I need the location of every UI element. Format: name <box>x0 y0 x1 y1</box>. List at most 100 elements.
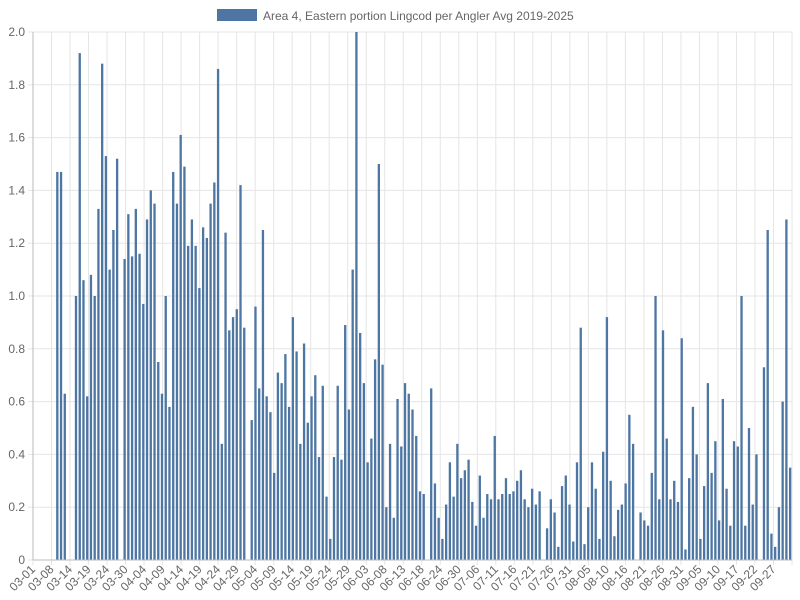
bar[interactable] <box>362 383 366 560</box>
bar[interactable] <box>302 343 306 560</box>
bar[interactable] <box>553 512 556 560</box>
bar[interactable] <box>104 156 108 560</box>
bar[interactable] <box>101 63 104 561</box>
bar[interactable] <box>616 509 620 560</box>
bar[interactable] <box>344 325 347 560</box>
bar[interactable] <box>530 488 534 560</box>
bar[interactable] <box>751 504 754 560</box>
bar[interactable] <box>265 396 268 560</box>
bar[interactable] <box>448 462 452 560</box>
bar[interactable] <box>317 457 321 560</box>
bar[interactable] <box>456 443 459 560</box>
bar[interactable] <box>493 435 496 560</box>
bar[interactable] <box>471 501 474 560</box>
bar[interactable] <box>482 517 485 560</box>
bar[interactable] <box>370 438 373 560</box>
bar[interactable] <box>467 459 470 560</box>
bar[interactable] <box>433 483 437 560</box>
bar[interactable] <box>250 420 253 560</box>
bar[interactable] <box>598 538 601 560</box>
bar[interactable] <box>527 507 530 560</box>
bar[interactable] <box>680 338 683 560</box>
bar[interactable] <box>157 362 160 560</box>
bar[interactable] <box>381 364 384 560</box>
bar[interactable] <box>187 245 190 560</box>
bar[interactable] <box>377 164 381 560</box>
bar[interactable] <box>273 472 276 560</box>
bar[interactable] <box>179 134 182 560</box>
bar[interactable] <box>572 541 575 560</box>
bar[interactable] <box>306 422 309 560</box>
bar[interactable] <box>684 549 687 560</box>
bar[interactable] <box>209 203 212 560</box>
bar[interactable] <box>497 499 500 560</box>
bar[interactable] <box>284 354 287 560</box>
bar[interactable] <box>631 443 635 560</box>
bar[interactable] <box>501 494 504 560</box>
bar[interactable] <box>587 507 590 560</box>
bar[interactable] <box>744 525 747 560</box>
bar[interactable] <box>258 388 261 560</box>
bar[interactable] <box>613 536 616 560</box>
bar[interactable] <box>463 470 467 560</box>
bar[interactable] <box>575 462 579 560</box>
bar[interactable] <box>643 520 646 560</box>
bar[interactable] <box>702 486 706 560</box>
bar[interactable] <box>108 269 111 560</box>
bar[interactable] <box>385 507 388 560</box>
bar[interactable] <box>115 158 119 560</box>
bar[interactable] <box>673 480 676 560</box>
bar[interactable] <box>287 406 291 560</box>
bar[interactable] <box>373 359 377 560</box>
bar[interactable] <box>762 367 766 560</box>
bar[interactable] <box>564 475 567 560</box>
bar[interactable] <box>153 203 156 560</box>
bar[interactable] <box>557 546 560 560</box>
bar[interactable] <box>669 499 672 560</box>
bar[interactable] <box>568 504 571 560</box>
bar[interactable] <box>590 462 594 560</box>
bar[interactable] <box>403 383 407 560</box>
bar[interactable] <box>628 414 631 560</box>
bar[interactable] <box>213 182 216 561</box>
bar[interactable] <box>721 398 724 560</box>
bar[interactable] <box>280 383 283 560</box>
bar[interactable] <box>198 288 201 560</box>
bar[interactable] <box>639 512 642 560</box>
bar[interactable] <box>407 393 410 560</box>
bar[interactable] <box>688 478 691 560</box>
bar[interactable] <box>489 499 493 560</box>
bar[interactable] <box>441 538 444 560</box>
bar[interactable] <box>676 501 680 560</box>
bar[interactable] <box>774 546 777 560</box>
bar[interactable] <box>560 486 564 560</box>
bar[interactable] <box>366 462 369 560</box>
bar[interactable] <box>736 446 739 560</box>
bar[interactable] <box>605 317 609 560</box>
bar[interactable] <box>486 494 489 560</box>
bar[interactable] <box>93 296 96 560</box>
bar[interactable] <box>474 525 478 560</box>
bar[interactable] <box>149 190 152 560</box>
bar[interactable] <box>478 475 481 560</box>
bar[interactable] <box>714 441 717 560</box>
bar[interactable] <box>661 330 665 560</box>
bar[interactable] <box>396 398 399 560</box>
bar[interactable] <box>291 317 295 560</box>
bar[interactable] <box>392 517 395 560</box>
bar[interactable] <box>172 171 175 561</box>
bar[interactable] <box>519 470 523 560</box>
bar[interactable] <box>781 401 784 560</box>
bar[interactable] <box>235 309 238 560</box>
bar[interactable] <box>239 185 242 560</box>
bar[interactable] <box>325 496 328 560</box>
bar[interactable] <box>583 544 586 560</box>
bar[interactable] <box>732 441 736 560</box>
bar[interactable] <box>224 232 227 560</box>
bar[interactable] <box>437 517 440 560</box>
bar[interactable] <box>411 409 414 560</box>
bar[interactable] <box>452 496 455 560</box>
bar[interactable] <box>321 385 324 560</box>
bar[interactable] <box>534 504 538 560</box>
bar[interactable] <box>332 457 336 560</box>
